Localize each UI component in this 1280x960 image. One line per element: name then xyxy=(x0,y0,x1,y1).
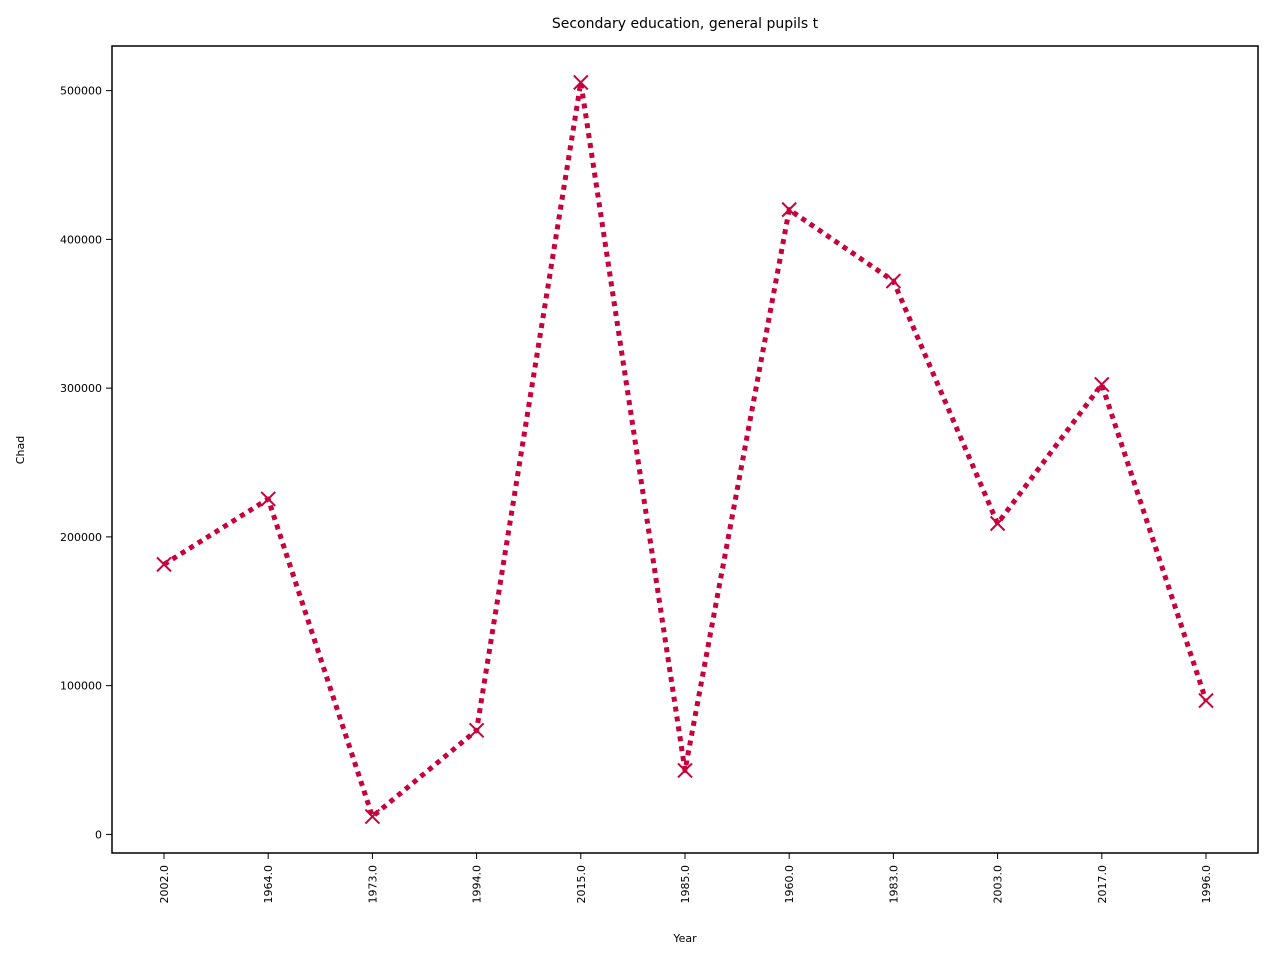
marker-stroke xyxy=(885,273,902,289)
data-point-marker xyxy=(1198,692,1214,709)
y-tick-label: 100000 xyxy=(60,680,102,693)
marker-stroke xyxy=(468,722,485,738)
x-tick-label: 1960.0 xyxy=(783,865,796,904)
marker-stroke xyxy=(573,74,589,91)
data-point-marker xyxy=(677,762,693,779)
marker-stroke xyxy=(989,515,1006,532)
x-tick-label: 1964.0 xyxy=(262,865,275,904)
y-tick-label: 300000 xyxy=(60,382,102,395)
x-tick-label: 1985.0 xyxy=(679,865,692,904)
x-axis: 2002.0 1964.0 1973.0 1994.0 2015.0 1985.0 1960… xyxy=(158,853,1213,904)
data-point-marker xyxy=(781,201,797,218)
chart-title: Secondary education, general pupils t xyxy=(552,16,819,32)
data-point-marker xyxy=(885,273,902,289)
data-point-marker xyxy=(989,515,1006,532)
series-line xyxy=(162,79,1209,820)
x-tick-label: 1994.0 xyxy=(471,865,484,904)
x-tick-label: 2002.0 xyxy=(158,865,171,904)
marker-stroke xyxy=(677,762,693,779)
x-tick-label: 1983.0 xyxy=(887,865,900,904)
data-point-marker xyxy=(468,722,485,738)
marker-stroke xyxy=(781,201,797,218)
x-tick-label: 2017.0 xyxy=(1096,865,1109,904)
series-layer xyxy=(156,74,1214,825)
y-axis-title: Chad xyxy=(14,436,27,464)
data-point-marker xyxy=(573,74,589,91)
marker-stroke xyxy=(1198,692,1214,709)
y-tick-label: 200000 xyxy=(60,531,102,544)
x-tick-label: 1996.0 xyxy=(1200,865,1213,904)
x-tick-label: 2015.0 xyxy=(575,865,588,904)
y-tick-label: 0 xyxy=(95,828,102,841)
marker-stroke xyxy=(1094,376,1110,393)
data-point-marker xyxy=(364,808,381,825)
marker-stroke xyxy=(156,556,172,573)
y-tick-label: 500000 xyxy=(60,85,102,98)
marker-stroke xyxy=(260,491,276,507)
data-point-marker xyxy=(1094,376,1110,393)
y-axis: 0 100000 200000 300000 400000 500000 xyxy=(60,85,112,841)
y-tick-label: 400000 xyxy=(60,233,102,246)
marker-stroke xyxy=(364,808,381,825)
data-point-marker xyxy=(260,491,276,507)
x-tick-label: 1973.0 xyxy=(366,865,379,904)
x-axis-title: Year xyxy=(672,932,697,945)
x-tick-label: 2003.0 xyxy=(992,865,1005,904)
plot-area xyxy=(111,45,1259,854)
data-point-marker xyxy=(156,556,172,573)
